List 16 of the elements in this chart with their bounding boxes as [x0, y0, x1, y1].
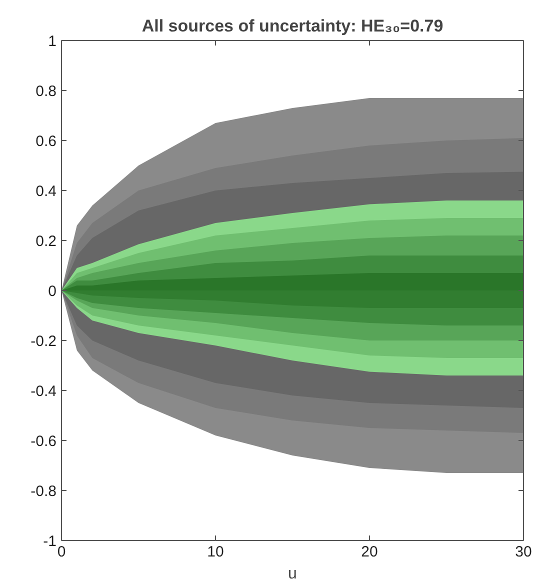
y-tick-label: 0.2: [36, 233, 57, 250]
x-tick-label: 20: [361, 544, 378, 560]
x-tick-label: 10: [207, 544, 224, 560]
y-tick-label: 0: [48, 283, 56, 300]
y-tick-label: 1: [48, 33, 56, 50]
y-tick-label: -0.8: [30, 483, 57, 500]
y-tick-label: -0.4: [30, 383, 57, 400]
chart-title: All sources of uncertainty: HE₃₀=0.79: [142, 16, 444, 36]
x-tick-label: 30: [515, 544, 532, 560]
y-tick-label: 0.6: [36, 133, 57, 150]
y-tick-label: -0.6: [30, 433, 57, 450]
x-axis-title: u: [288, 566, 297, 582]
y-tick-label: -1: [43, 533, 57, 550]
y-tick-label: 0.8: [36, 83, 57, 100]
y-tick-label: 0.4: [36, 183, 57, 200]
y-tick-label: -0.2: [30, 333, 57, 350]
